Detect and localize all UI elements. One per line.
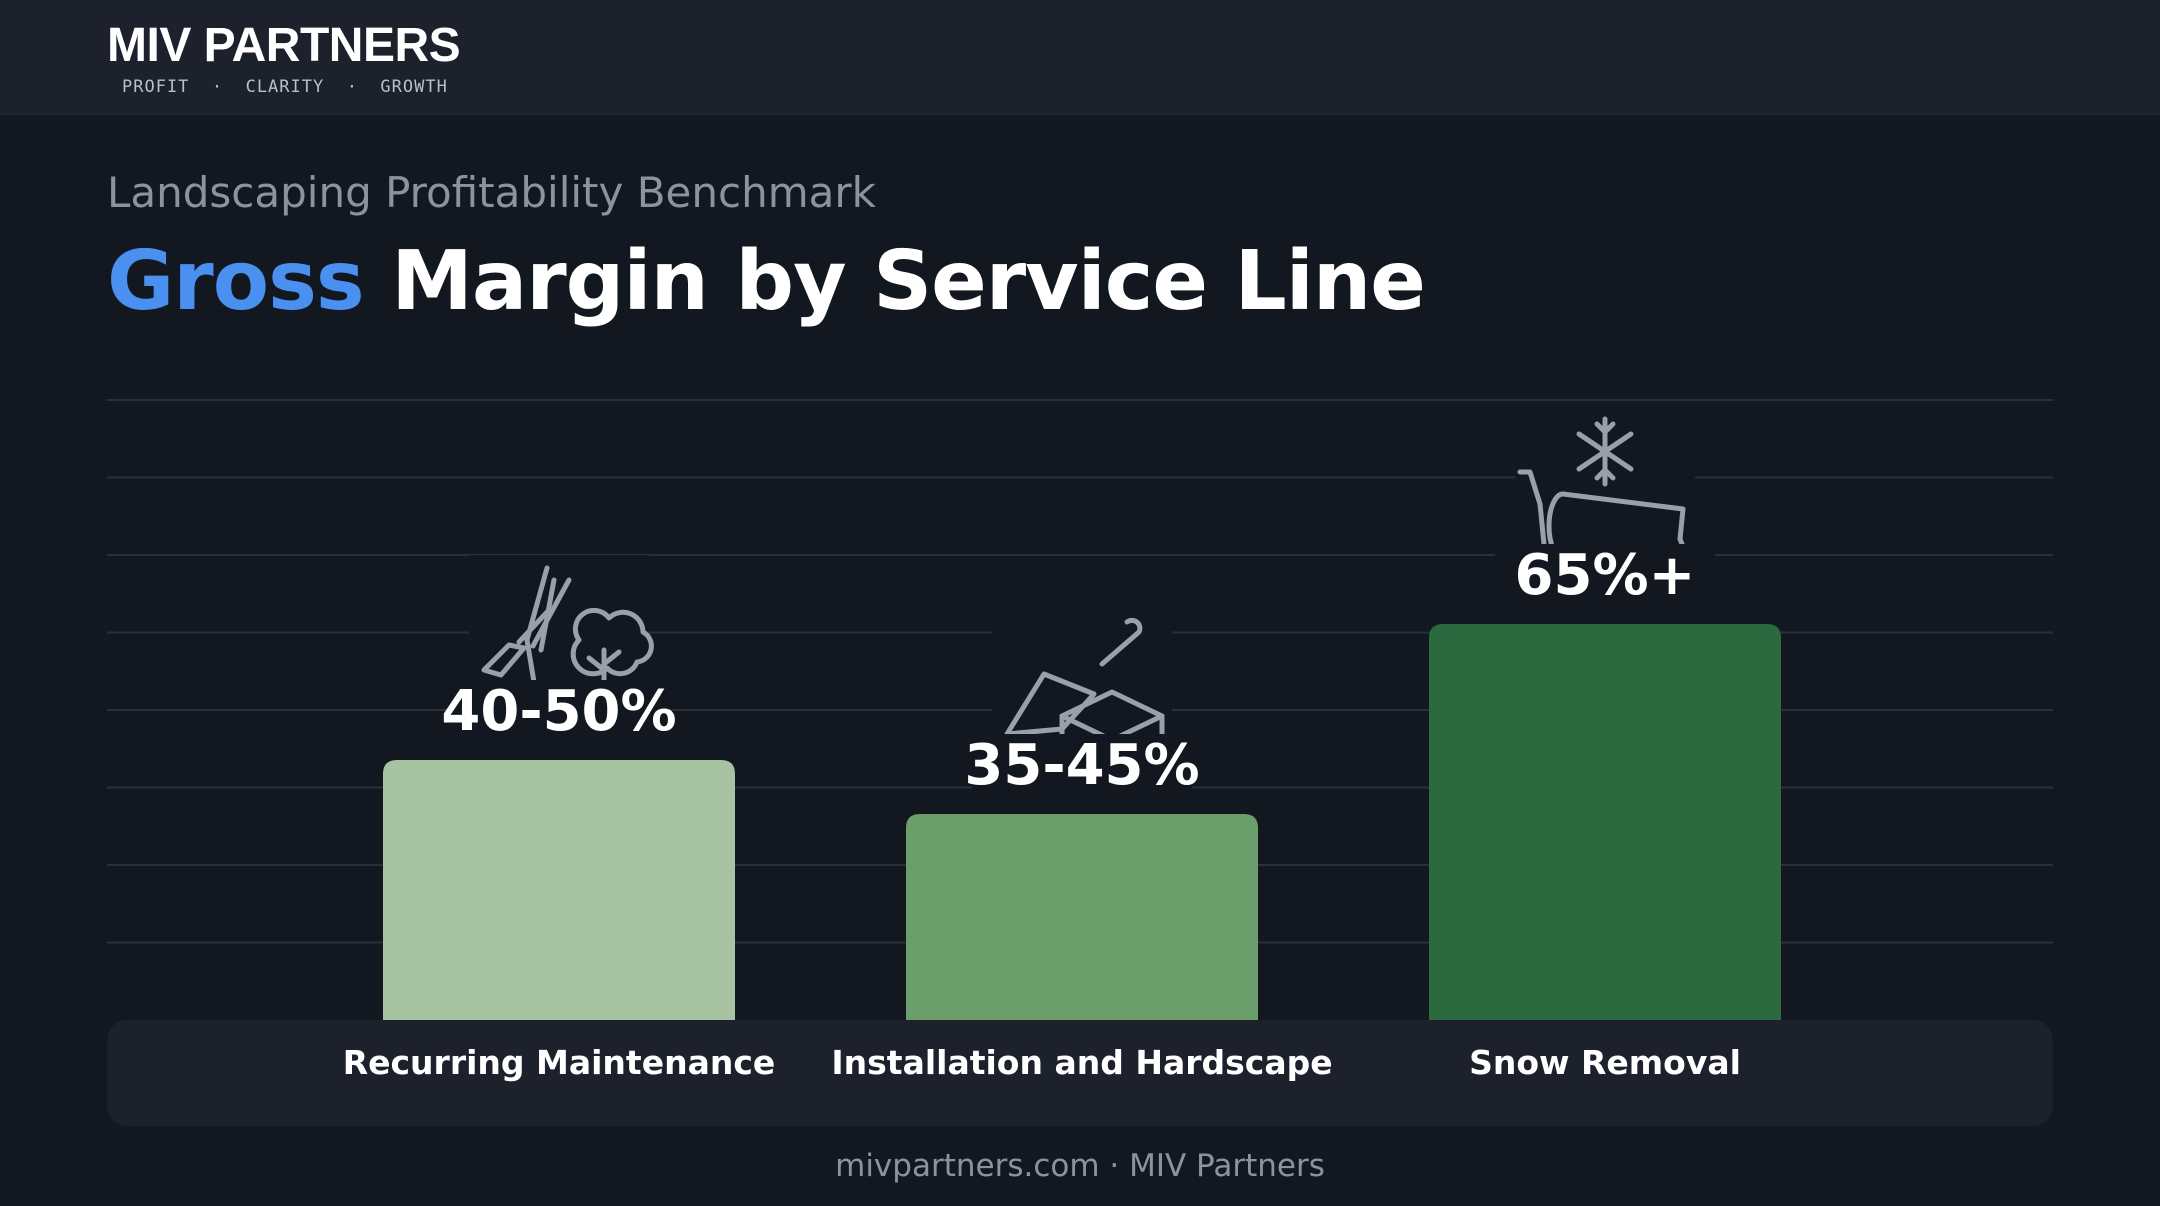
value-label: 35-45% [964,733,1199,798]
bar-snow-removal [1429,624,1781,1020]
page-title: Gross Margin by Service Line [107,234,1426,329]
chart-value-labels: 40-50% 35-45% 65%+ [441,543,1715,800]
category-label: Snow Removal [1469,1043,1741,1082]
bar-recurring-maintenance [383,760,735,1020]
category-label: Recurring Maintenance [343,1043,776,1082]
value-label: 65%+ [1515,543,1696,608]
value-label-backdrop [1495,544,1715,610]
category-label-panel [107,1020,2053,1126]
brand-tagline: PROFIT · CLARITY · GROWTH [122,77,448,97]
bar-installation-and-hardscape [906,814,1258,1020]
category-label: Installation and Hardscape [831,1043,1332,1082]
page-subtitle: Landscaping Profitability Benchmark [107,168,876,217]
value-label: 40-50% [441,679,676,744]
chart-bars [383,624,1781,1020]
value-label-backdrop [972,734,1192,800]
footer-text: mivpartners.com · MIV Partners [835,1148,1325,1184]
value-label-backdrop [449,680,669,746]
header-bar: MIV PARTNERS PROFIT · CLARITY · GROWTH [0,0,2160,115]
brand-logo: MIV PARTNERS [107,19,461,72]
chart-category-labels: Recurring Maintenance Installation and Ha… [343,1043,1741,1082]
title-rest: Margin by Service Line [391,234,1426,329]
title-accent: Gross [107,234,365,329]
